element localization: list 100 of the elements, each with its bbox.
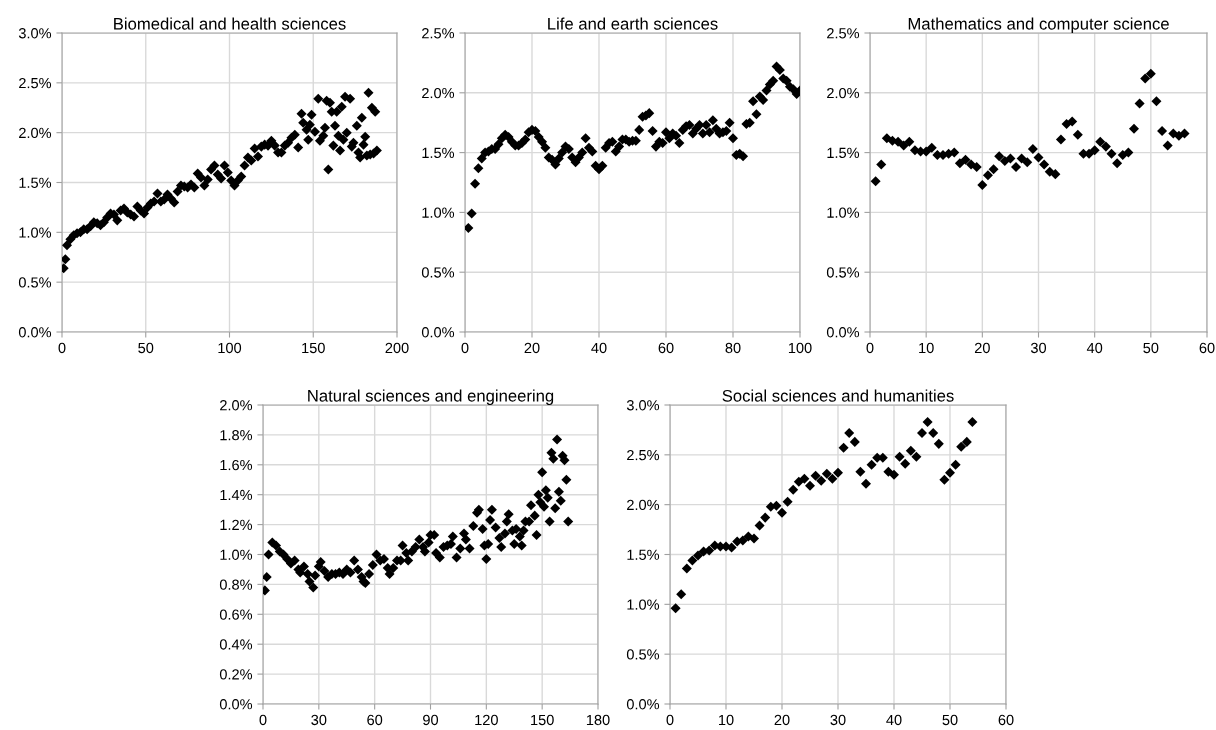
point bbox=[1112, 158, 1123, 169]
point bbox=[788, 484, 799, 495]
point bbox=[1106, 148, 1117, 159]
point bbox=[670, 603, 681, 614]
y-tick-label: 0.2% bbox=[219, 669, 253, 680]
point bbox=[960, 154, 971, 165]
point bbox=[832, 467, 844, 478]
point bbox=[956, 441, 967, 452]
y-tick-label: 2.0% bbox=[220, 400, 253, 411]
x-tick-label: 30 bbox=[830, 714, 846, 726]
point bbox=[1033, 152, 1044, 163]
point bbox=[1067, 116, 1078, 127]
point bbox=[827, 473, 838, 484]
y-tick-label: 1.0% bbox=[422, 207, 455, 218]
chart-title: Social sciences and humanities bbox=[722, 389, 954, 402]
x-tick-label: 40 bbox=[591, 342, 607, 354]
y-tick-label: 1.0% bbox=[19, 227, 52, 238]
y-tick-label: 2.0% bbox=[827, 87, 860, 99]
x-tick-label: 50 bbox=[138, 342, 154, 354]
y-tick-label: 1.5% bbox=[19, 177, 52, 188]
y-tick-label: 1.4% bbox=[220, 489, 253, 501]
x-tick-label: 50 bbox=[942, 714, 958, 726]
x-tick-label: 0 bbox=[866, 342, 874, 354]
point bbox=[911, 451, 922, 462]
y-tick-label: 1.2% bbox=[220, 519, 253, 530]
x-tick-label: 60 bbox=[998, 714, 1014, 726]
y-tick-label: 3.0% bbox=[18, 28, 52, 39]
point bbox=[776, 507, 788, 518]
point bbox=[977, 179, 988, 190]
point bbox=[988, 164, 999, 175]
x-tick-label: 40 bbox=[1086, 342, 1103, 354]
x-tick-label: 50 bbox=[1143, 342, 1159, 354]
point bbox=[1022, 157, 1033, 168]
x-tick-label: 150 bbox=[302, 342, 325, 354]
point bbox=[1128, 123, 1139, 134]
point bbox=[849, 436, 860, 447]
point bbox=[900, 458, 911, 469]
point bbox=[1123, 147, 1134, 158]
point bbox=[687, 555, 698, 566]
point bbox=[922, 416, 933, 427]
point bbox=[1134, 98, 1145, 109]
y-tick-label: 0.6% bbox=[219, 609, 253, 620]
y-tick-label: 1.5% bbox=[827, 147, 860, 159]
chart-title: Biomedical and health sciences bbox=[114, 17, 346, 30]
point bbox=[804, 480, 816, 491]
y-tick-label: 0.0% bbox=[826, 327, 860, 338]
point bbox=[1050, 169, 1061, 180]
point bbox=[1016, 153, 1027, 164]
y-tick-label: 1.5% bbox=[627, 549, 660, 560]
point bbox=[939, 474, 950, 485]
point bbox=[926, 142, 937, 153]
y-tick-label: 2.5% bbox=[627, 449, 660, 461]
point bbox=[954, 158, 965, 169]
point bbox=[905, 445, 916, 456]
x-tick-label: 80 bbox=[725, 342, 741, 354]
y-tick-label: 0.0% bbox=[626, 699, 660, 710]
x-tick-label: 0 bbox=[58, 342, 66, 354]
x-tick-label: 30 bbox=[311, 714, 327, 726]
point bbox=[1039, 159, 1050, 170]
point bbox=[860, 478, 872, 489]
point bbox=[681, 563, 692, 574]
y-tick-label: 2.0% bbox=[422, 87, 455, 99]
point bbox=[1072, 129, 1083, 140]
point bbox=[1140, 73, 1151, 84]
point bbox=[866, 459, 877, 470]
chart-title: Life and earth sciences bbox=[548, 17, 718, 30]
y-tick-label: 3.0% bbox=[626, 400, 660, 411]
y-tick-label: 0.4% bbox=[219, 639, 253, 650]
point bbox=[844, 427, 855, 438]
y-tick-label: 0.5% bbox=[826, 267, 860, 278]
point bbox=[967, 416, 978, 427]
point bbox=[898, 140, 909, 151]
y-tick-label: 0.5% bbox=[421, 267, 455, 278]
point bbox=[1005, 153, 1016, 164]
point bbox=[855, 466, 866, 477]
point bbox=[888, 469, 900, 480]
point bbox=[1162, 140, 1173, 151]
x-tick-label: 60 bbox=[1199, 342, 1215, 354]
point bbox=[810, 470, 821, 481]
point bbox=[1089, 145, 1100, 156]
point bbox=[904, 136, 915, 147]
y-tick-label: 2.5% bbox=[422, 28, 455, 39]
point bbox=[916, 427, 928, 438]
x-tick-label: 10 bbox=[919, 342, 934, 354]
point bbox=[799, 473, 810, 484]
point bbox=[692, 550, 704, 561]
x-tick-label: 90 bbox=[423, 714, 439, 726]
x-tick-label: 20 bbox=[524, 342, 540, 354]
point bbox=[944, 467, 956, 478]
point bbox=[1095, 136, 1106, 147]
point bbox=[1145, 68, 1156, 79]
point bbox=[870, 176, 881, 187]
point bbox=[821, 468, 832, 479]
y-tick-label: 0.0% bbox=[421, 327, 455, 338]
y-tick-label: 0.5% bbox=[626, 649, 660, 660]
point bbox=[933, 438, 944, 449]
x-tick-label: 0 bbox=[259, 714, 267, 726]
point bbox=[760, 512, 771, 523]
y-tick-label: 0.0% bbox=[219, 699, 253, 710]
point bbox=[676, 589, 687, 600]
